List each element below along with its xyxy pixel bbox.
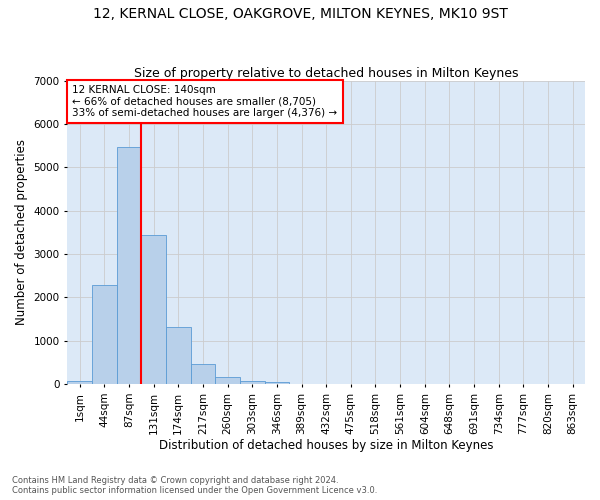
Text: Contains HM Land Registry data © Crown copyright and database right 2024.
Contai: Contains HM Land Registry data © Crown c… <box>12 476 377 495</box>
Bar <box>92 286 116 384</box>
Bar <box>67 380 92 384</box>
Bar <box>265 382 289 384</box>
Bar <box>240 380 265 384</box>
Title: Size of property relative to detached houses in Milton Keynes: Size of property relative to detached ho… <box>134 66 518 80</box>
Bar <box>141 236 166 384</box>
Y-axis label: Number of detached properties: Number of detached properties <box>15 140 28 326</box>
Bar <box>116 146 141 384</box>
Text: 12 KERNAL CLOSE: 140sqm
← 66% of detached houses are smaller (8,705)
33% of semi: 12 KERNAL CLOSE: 140sqm ← 66% of detache… <box>72 85 337 118</box>
Bar <box>166 328 191 384</box>
X-axis label: Distribution of detached houses by size in Milton Keynes: Distribution of detached houses by size … <box>159 440 493 452</box>
Bar <box>191 364 215 384</box>
Bar <box>215 378 240 384</box>
Text: 12, KERNAL CLOSE, OAKGROVE, MILTON KEYNES, MK10 9ST: 12, KERNAL CLOSE, OAKGROVE, MILTON KEYNE… <box>92 8 508 22</box>
